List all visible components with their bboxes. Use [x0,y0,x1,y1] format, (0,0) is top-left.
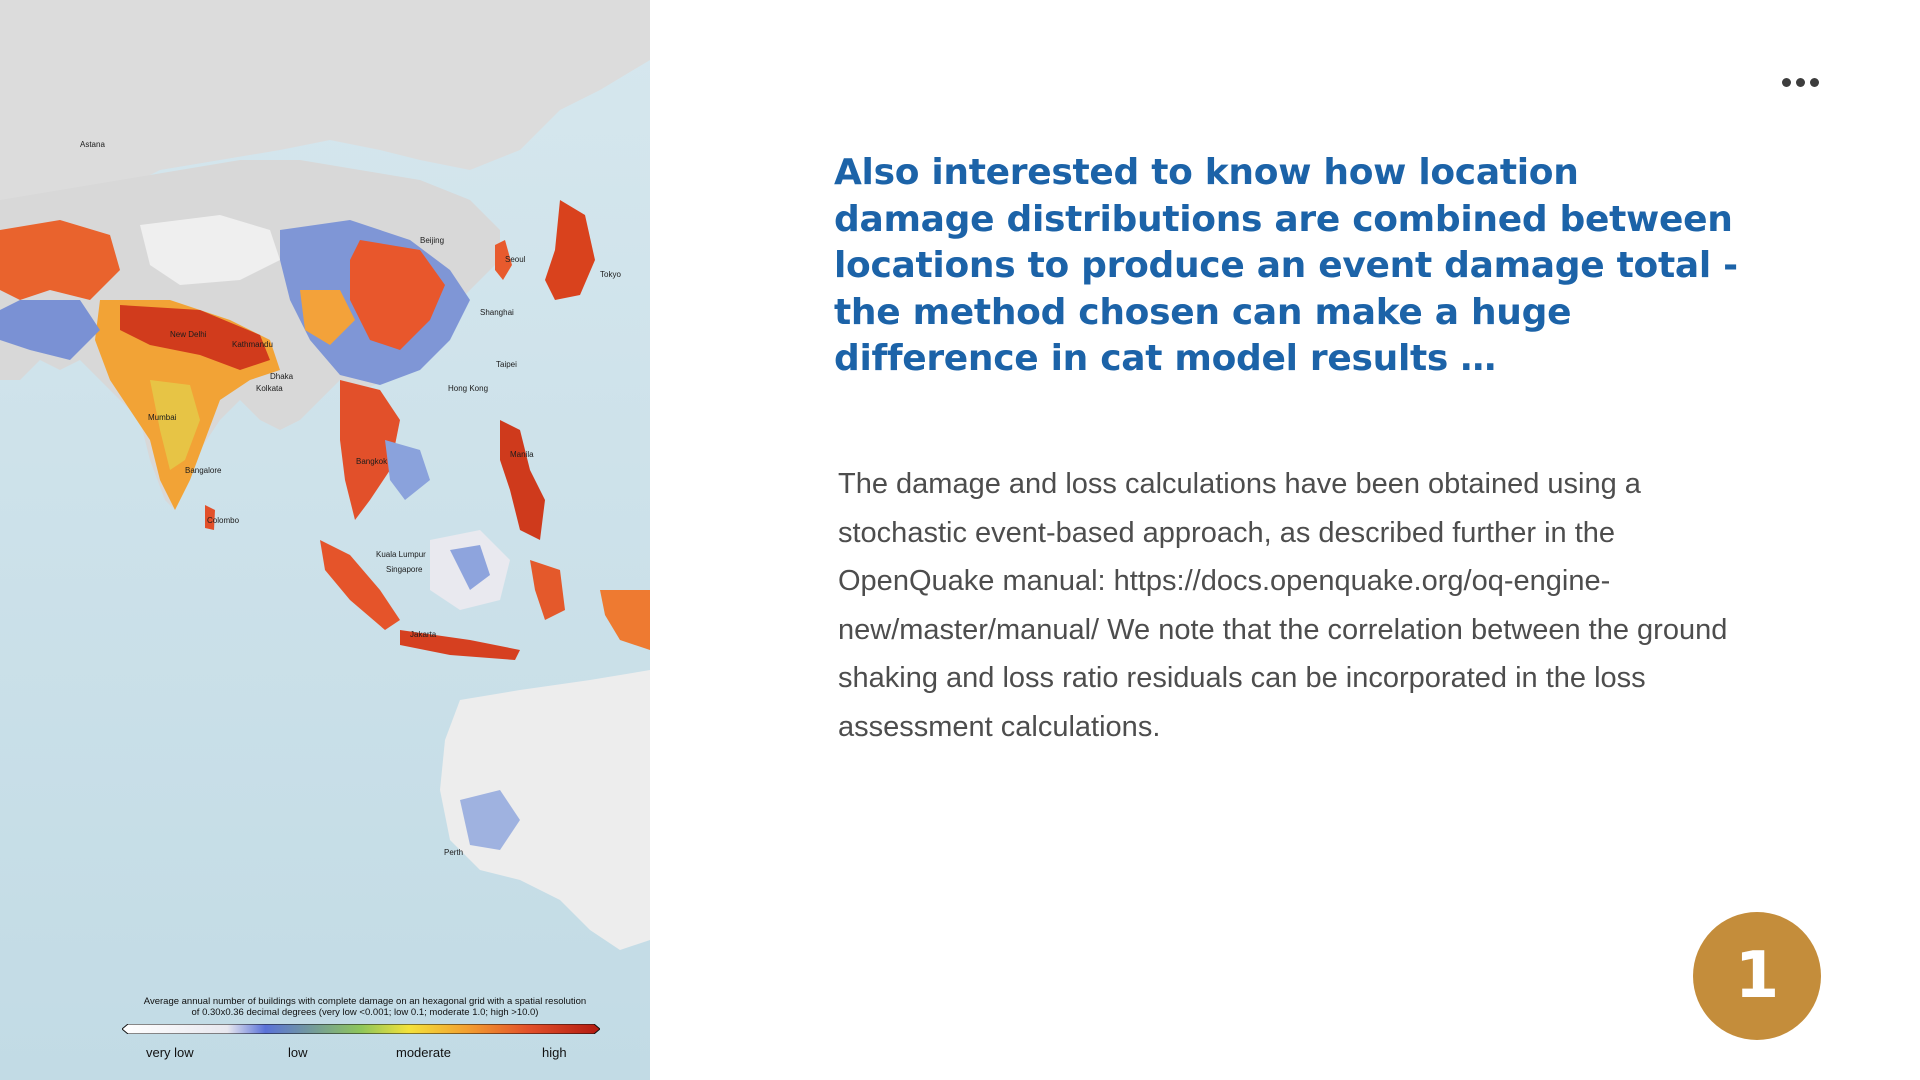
city-label: Singapore [386,565,423,574]
city-label: Colombo [207,516,240,525]
legend-label-very-low: very low [146,1045,194,1060]
city-label: Bangalore [185,466,222,475]
city-label: Mumbai [148,413,177,422]
city-label: Kuala Lumpur [376,550,426,559]
page-number: 1 [1734,939,1780,1013]
legend-label-high: high [542,1045,567,1060]
page-number-badge: 1 [1693,912,1821,1040]
map-graphic [0,0,650,1080]
city-label: Manila [510,450,534,459]
city-label: Kolkata [256,384,283,393]
city-label: Shanghai [480,308,514,317]
dot-icon [1796,77,1805,87]
map-legend: Average annual number of buildings with … [121,996,608,1063]
legend-label-low: low [288,1045,308,1060]
city-label: Perth [444,848,464,857]
city-label: Beijing [420,236,445,245]
legend-caption-line1: Average annual number of buildings with … [143,996,587,1007]
legend-label-moderate: moderate [396,1045,451,1060]
legend-labels: very low low moderate high [122,1045,608,1063]
dot-icon [1810,77,1819,87]
damage-map: Astana Beijing Seoul Tokyo Shanghai Taip… [0,0,650,1080]
city-label: Hong Kong [448,384,489,393]
legend-caption-line2: of 0.30x0.36 decimal degrees (very low <… [191,1007,539,1018]
legend-color-bar [121,1023,601,1035]
city-label: Astana [80,140,105,149]
slide-body-text: The damage and loss calculations have be… [838,468,1728,743]
more-options-icon[interactable] [1782,75,1826,89]
city-label: Seoul [505,255,526,264]
slide-headline: Also interested to know how location dam… [834,152,1738,379]
city-label: New Delhi [170,330,207,339]
city-label: Dhaka [270,372,294,381]
city-label: Tokyo [600,270,621,279]
city-label: Bangkok [356,457,388,466]
city-label: Kathmandu [232,340,273,349]
city-label: Taipei [496,360,517,369]
city-label: Jakarta [410,630,437,639]
dot-icon [1782,77,1791,87]
